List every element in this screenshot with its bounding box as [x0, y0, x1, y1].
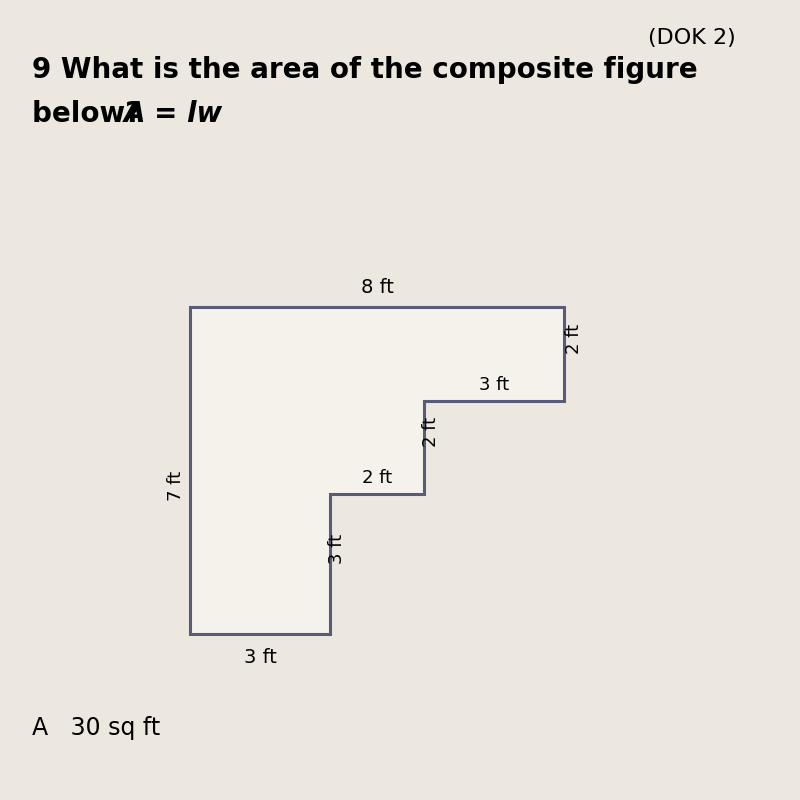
Text: 2 ft: 2 ft — [362, 469, 392, 487]
Polygon shape — [190, 307, 564, 634]
Text: 2 ft: 2 ft — [422, 418, 440, 447]
Text: 3 ft: 3 ft — [328, 534, 346, 564]
Text: 3 ft: 3 ft — [244, 648, 277, 667]
Text: 9 What is the area of the composite figure: 9 What is the area of the composite figu… — [32, 56, 698, 84]
Text: (DOK 2): (DOK 2) — [648, 28, 736, 48]
Text: A   30 sq ft: A 30 sq ft — [32, 716, 160, 740]
Text: A = lw: A = lw — [124, 100, 223, 128]
Text: 8 ft: 8 ft — [361, 278, 394, 297]
Text: 7 ft: 7 ft — [167, 470, 186, 501]
Text: 2 ft: 2 ft — [565, 324, 583, 354]
Text: 3 ft: 3 ft — [478, 376, 509, 394]
Text: below?: below? — [32, 100, 151, 128]
